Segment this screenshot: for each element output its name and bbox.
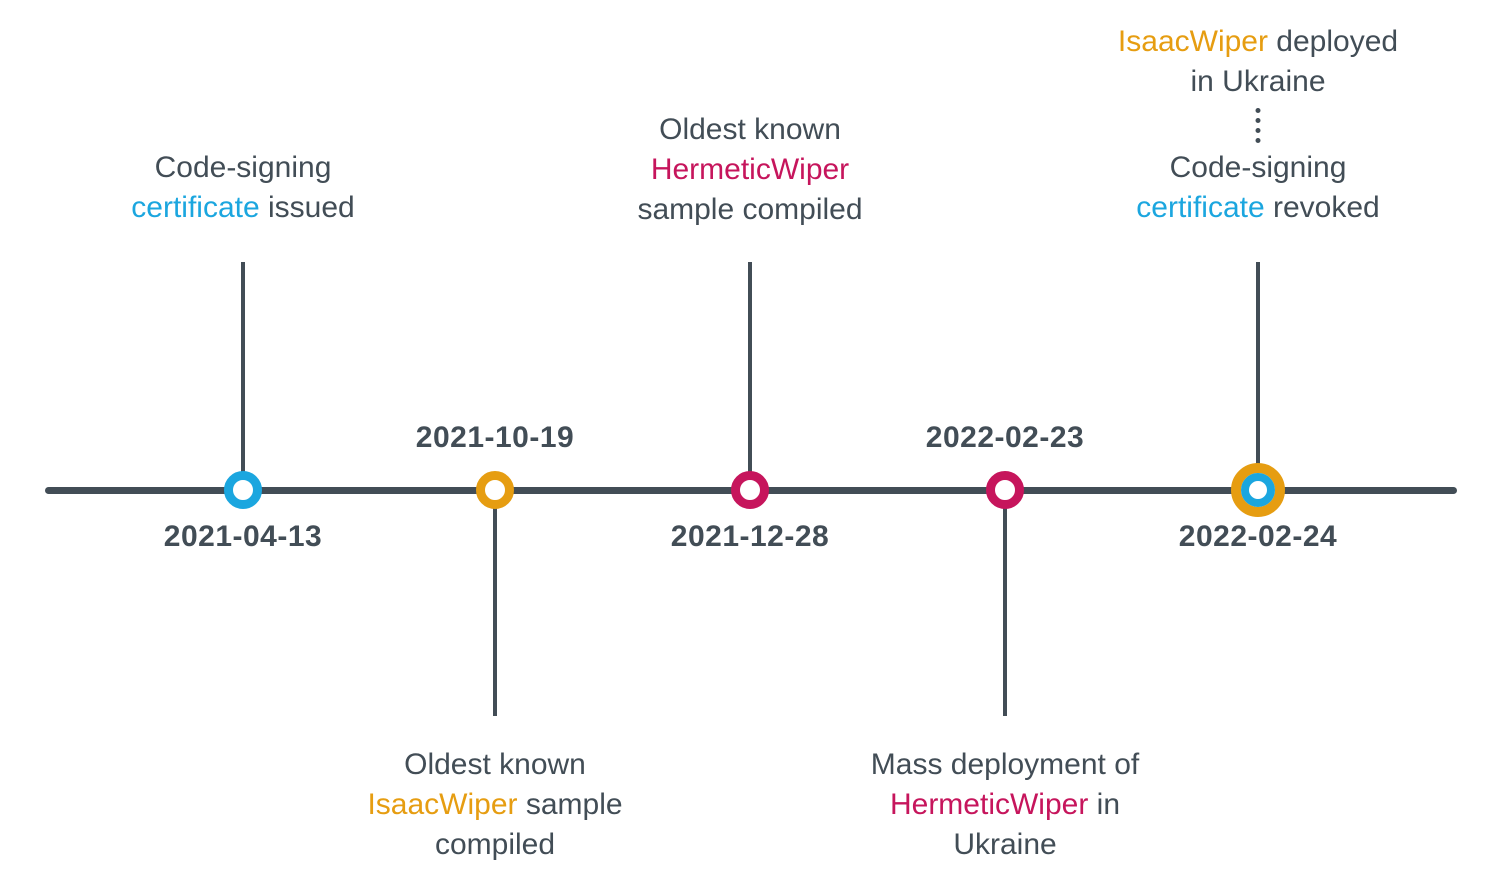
label-line: Code-signing [1136, 148, 1379, 188]
label-line: Code-signing [131, 148, 354, 188]
event-label-top: IsaacWiper deployed in Ukraine [1118, 22, 1398, 102]
label-text: IsaacWiper [1117, 25, 1268, 58]
label-line: Oldest known [637, 110, 862, 150]
event-marker-orange-ring [476, 471, 514, 509]
label-text: sample compiled [637, 193, 863, 226]
label-text: in [1088, 788, 1121, 821]
event-marker-blue-ring [224, 471, 262, 509]
connector-line [493, 496, 497, 716]
label-line: IsaacWiper deployed [1118, 22, 1398, 62]
label-line: HermeticWiper [637, 150, 862, 190]
label-text: certificate [1136, 191, 1265, 224]
label-text: compiled [434, 828, 556, 861]
event-marker-crimson-ring [986, 471, 1024, 509]
event-label: Code-signing certificate issued [131, 148, 354, 228]
label-text: Code-signing [154, 151, 332, 184]
event-date: 2021-12-28 [670, 520, 830, 553]
label-text: sample [517, 788, 623, 821]
label-text: deployed [1267, 25, 1399, 58]
label-line: certificate revoked [1136, 188, 1379, 228]
event-label: Oldest known HermeticWiper sample compil… [637, 110, 862, 230]
label-text: certificate [131, 191, 260, 224]
connector-line [1003, 496, 1007, 716]
event-marker-orange-blue-double-ring [1231, 463, 1285, 517]
label-line: sample compiled [637, 190, 862, 230]
ellipsis-dots [1255, 108, 1261, 143]
event-date: 2022-02-24 [1178, 520, 1338, 553]
label-text: Oldest known [659, 113, 841, 146]
connector-line [748, 262, 752, 488]
event-date: 2022-02-23 [925, 421, 1085, 454]
event-marker-crimson-ring [731, 471, 769, 509]
connector-line [241, 262, 245, 488]
event-label: Mass deployment of HermeticWiper in Ukra… [871, 745, 1139, 865]
event-label-bottom: Code-signing certificate revoked [1136, 148, 1379, 228]
label-line: Ukraine [871, 825, 1139, 865]
connector-line [1256, 262, 1260, 488]
label-line: in Ukraine [1118, 62, 1398, 102]
event-label: Oldest known IsaacWiper sample compiled [367, 745, 622, 865]
label-text: Oldest known [404, 748, 586, 781]
label-text: Code-signing [1169, 151, 1347, 184]
label-line: certificate issued [131, 188, 354, 228]
label-text: issued [259, 191, 355, 224]
event-marker-inner-ring [1241, 473, 1275, 507]
label-text: HermeticWiper [650, 153, 850, 186]
label-text: Ukraine [953, 828, 1057, 861]
label-line: IsaacWiper sample [367, 785, 622, 825]
label-text: Mass deployment of [870, 748, 1140, 781]
label-line: HermeticWiper in [871, 785, 1139, 825]
label-text: HermeticWiper [889, 788, 1089, 821]
label-line: Mass deployment of [871, 745, 1139, 785]
event-date: 2021-04-13 [163, 520, 323, 553]
event-date: 2021-10-19 [415, 421, 575, 454]
label-line: Oldest known [367, 745, 622, 785]
label-line: compiled [367, 825, 622, 865]
label-text: IsaacWiper [367, 788, 518, 821]
label-text: revoked [1264, 191, 1380, 224]
label-text: in Ukraine [1190, 65, 1326, 98]
